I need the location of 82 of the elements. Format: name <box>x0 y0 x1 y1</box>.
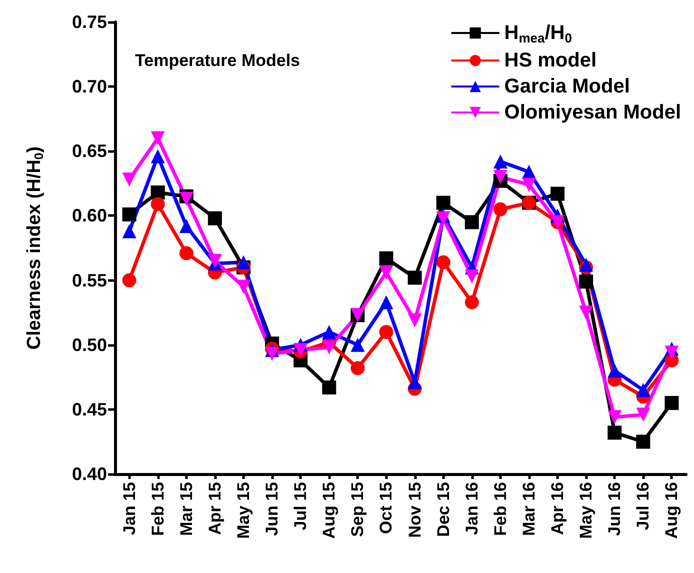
point <box>122 207 136 222</box>
point <box>464 295 479 310</box>
x-tick-label: Jun 16 <box>605 482 624 536</box>
annotation: Temperature Models <box>135 51 300 70</box>
point <box>350 361 365 376</box>
x-tick-label: Aug 16 <box>662 482 682 539</box>
legend-label: HS model <box>504 50 597 72</box>
x-tick-label: Jun 15 <box>262 482 282 536</box>
point <box>122 224 136 238</box>
point <box>179 246 194 260</box>
x-tick-label: May 16 <box>576 482 596 539</box>
y-tick-label: 0.55 <box>72 270 107 290</box>
y-tick-label: 0.50 <box>72 334 107 355</box>
x-tick-label: Oct 15 <box>376 482 396 534</box>
x-tick-label: Jul 15 <box>291 482 310 530</box>
point <box>236 255 250 270</box>
point <box>379 251 394 266</box>
point <box>522 178 536 192</box>
x-tick-label: Mar 15 <box>176 482 196 536</box>
point <box>265 346 280 361</box>
point <box>179 192 194 206</box>
point <box>464 269 479 284</box>
x-tick-label: Jul 16 <box>634 482 653 530</box>
point <box>636 434 650 449</box>
x-tick-label: Nov 15 <box>405 482 424 538</box>
y-tick-label: 0.75 <box>72 12 107 32</box>
y-tick-label: 0.45 <box>72 399 107 420</box>
point <box>322 324 336 339</box>
x-tick-label: Sep 15 <box>348 482 368 537</box>
point <box>379 266 394 280</box>
point <box>493 202 508 216</box>
point <box>150 185 165 200</box>
point <box>122 273 136 288</box>
point <box>608 410 622 424</box>
legend-label: Garcia Model <box>504 76 630 98</box>
point <box>493 170 508 184</box>
point <box>636 408 650 422</box>
x-tick-label: Feb 15 <box>148 482 168 536</box>
point <box>408 313 422 328</box>
point <box>436 255 450 270</box>
point <box>350 338 365 352</box>
y-axis-title: Clearness index (H/H0) <box>24 146 46 350</box>
point <box>379 295 394 310</box>
point <box>636 383 650 398</box>
point <box>464 215 479 230</box>
point <box>664 346 679 360</box>
point <box>408 270 422 285</box>
point <box>236 280 250 294</box>
y-tick-label: 0.60 <box>72 206 107 226</box>
point <box>608 364 622 378</box>
x-tick-label: Jan 15 <box>120 482 139 535</box>
point <box>150 197 165 212</box>
point <box>608 426 622 440</box>
point <box>579 274 594 289</box>
x-tick-label: Aug 15 <box>320 482 339 539</box>
point <box>579 306 594 320</box>
y-tick-label: 0.70 <box>72 76 107 97</box>
x-tick-label: Feb 16 <box>490 482 510 536</box>
x-tick-label: Mar 16 <box>519 482 538 536</box>
y-tick-label: 0.40 <box>72 464 107 484</box>
point <box>208 211 222 226</box>
point <box>493 154 508 168</box>
y-tick-label: 0.65 <box>72 141 107 162</box>
point <box>179 219 194 234</box>
legend-label: Olomiyesan Model <box>504 102 682 124</box>
point <box>379 324 394 339</box>
point <box>579 258 594 272</box>
point <box>150 131 165 146</box>
x-tick-label: Apr 15 <box>205 482 224 535</box>
x-tick-label: Jan 16 <box>462 482 482 535</box>
point <box>664 396 679 410</box>
point <box>322 340 336 354</box>
x-tick-label: Apr 16 <box>548 482 568 535</box>
point <box>436 196 450 210</box>
point <box>550 186 565 201</box>
point <box>208 254 222 268</box>
point <box>150 149 165 164</box>
x-tick-label: Dec 15 <box>434 482 453 537</box>
point <box>122 172 136 187</box>
x-tick-label: May 15 <box>234 482 253 539</box>
point <box>322 380 336 394</box>
point <box>436 211 450 226</box>
